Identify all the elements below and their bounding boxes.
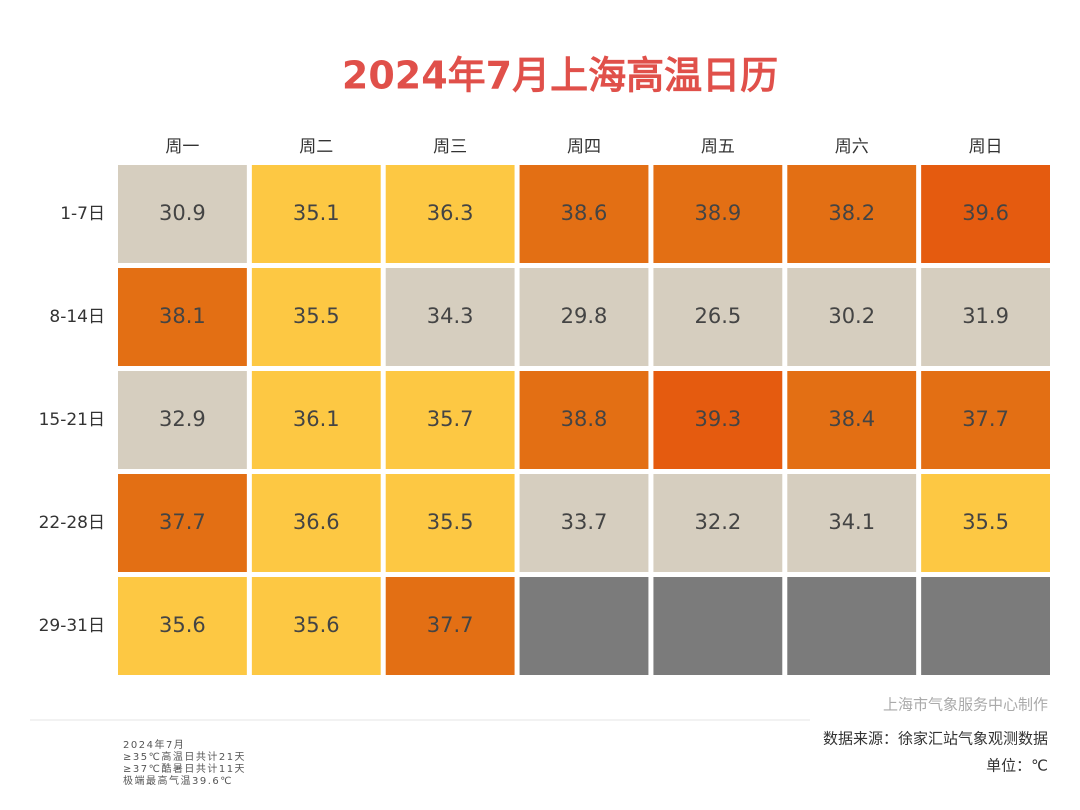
cell [385,165,515,263]
column-label: 周五 [701,137,735,157]
cell [653,474,783,572]
cell-label: 36.6 [293,510,340,534]
cell-label: 35.6 [159,613,206,637]
cell [653,268,783,366]
cell-label: 34.3 [427,304,474,328]
column-label: 周三 [433,137,467,157]
cell-label: 38.8 [561,407,608,431]
cell [251,371,381,469]
cell [921,371,1050,469]
cell-label: 32.9 [159,407,206,431]
row-label: 8-14日 [49,307,105,327]
cell-label: 36.3 [427,201,474,225]
cell [118,474,247,572]
cell [385,577,515,675]
cell [251,474,381,572]
cell [118,165,247,263]
cell [385,474,515,572]
cell [519,577,649,675]
cell [921,268,1050,366]
cell [519,371,649,469]
cell-label: 29.8 [561,304,608,328]
column-label: 周一 [165,137,199,157]
column-label: 周二 [299,137,333,157]
cell [251,165,381,263]
cell [118,268,247,366]
row-label: 1-7日 [60,204,105,224]
cell-label: 37.7 [159,510,206,534]
cell [118,371,247,469]
cell-label: 26.5 [694,304,741,328]
cell-label: 38.6 [561,201,608,225]
note: 极端最高气温39.6℃ [123,774,233,787]
row-label: 22-28日 [39,513,105,533]
cell-label: 35.5 [962,510,1009,534]
cell [385,268,515,366]
cell [787,474,917,572]
cell [787,371,917,469]
cell-label: 37.7 [427,613,474,637]
cell-label: 38.1 [159,304,206,328]
cell [787,577,917,675]
cell-label: 38.4 [828,407,875,431]
cell-label: 38.2 [828,201,875,225]
cell [519,474,649,572]
chart-title: 2024年7月上海高温日历 [342,54,778,98]
cell-label: 33.7 [561,510,608,534]
cell [251,577,381,675]
cell-label: 35.6 [293,613,340,637]
source: 数据来源：徐家汇站气象观测数据 [823,730,1048,748]
cell [251,268,381,366]
cell-label: 32.2 [694,510,741,534]
row-label: 15-21日 [39,410,105,430]
column-label: 周日 [969,137,1003,157]
cell-label: 30.9 [159,201,206,225]
cell [118,577,247,675]
cell-label: 35.5 [293,304,340,328]
cell [385,371,515,469]
cell [787,165,917,263]
cell-label: 37.7 [962,407,1009,431]
cell-label: 39.3 [694,407,741,431]
unit: 单位：℃ [986,757,1048,775]
cell-label: 31.9 [962,304,1009,328]
cell [519,268,649,366]
cell-label: 35.1 [293,201,340,225]
row-label: 29-31日 [39,616,105,636]
cell-label: 36.1 [293,407,340,431]
cell [653,165,783,263]
note: ≥35℃高温日共计21天 [123,750,246,763]
cell-label: 34.1 [828,510,875,534]
cell-label: 30.2 [828,304,875,328]
cell-label: 35.5 [427,510,474,534]
column-label: 周六 [835,137,869,157]
cell [653,577,783,675]
credit: 上海市气象服务中心制作 [883,696,1048,714]
cell-label: 39.6 [962,201,1009,225]
cell [921,165,1050,263]
cell [921,577,1050,675]
cell [519,165,649,263]
cell-label: 35.7 [427,407,474,431]
cell [787,268,917,366]
note: ≥37℃酷暑日共计11天 [123,762,246,775]
note: 2024年7月 [123,738,185,751]
cell-label: 38.9 [694,201,741,225]
column-label: 周四 [567,137,601,157]
cell [921,474,1050,572]
cell [653,371,783,469]
